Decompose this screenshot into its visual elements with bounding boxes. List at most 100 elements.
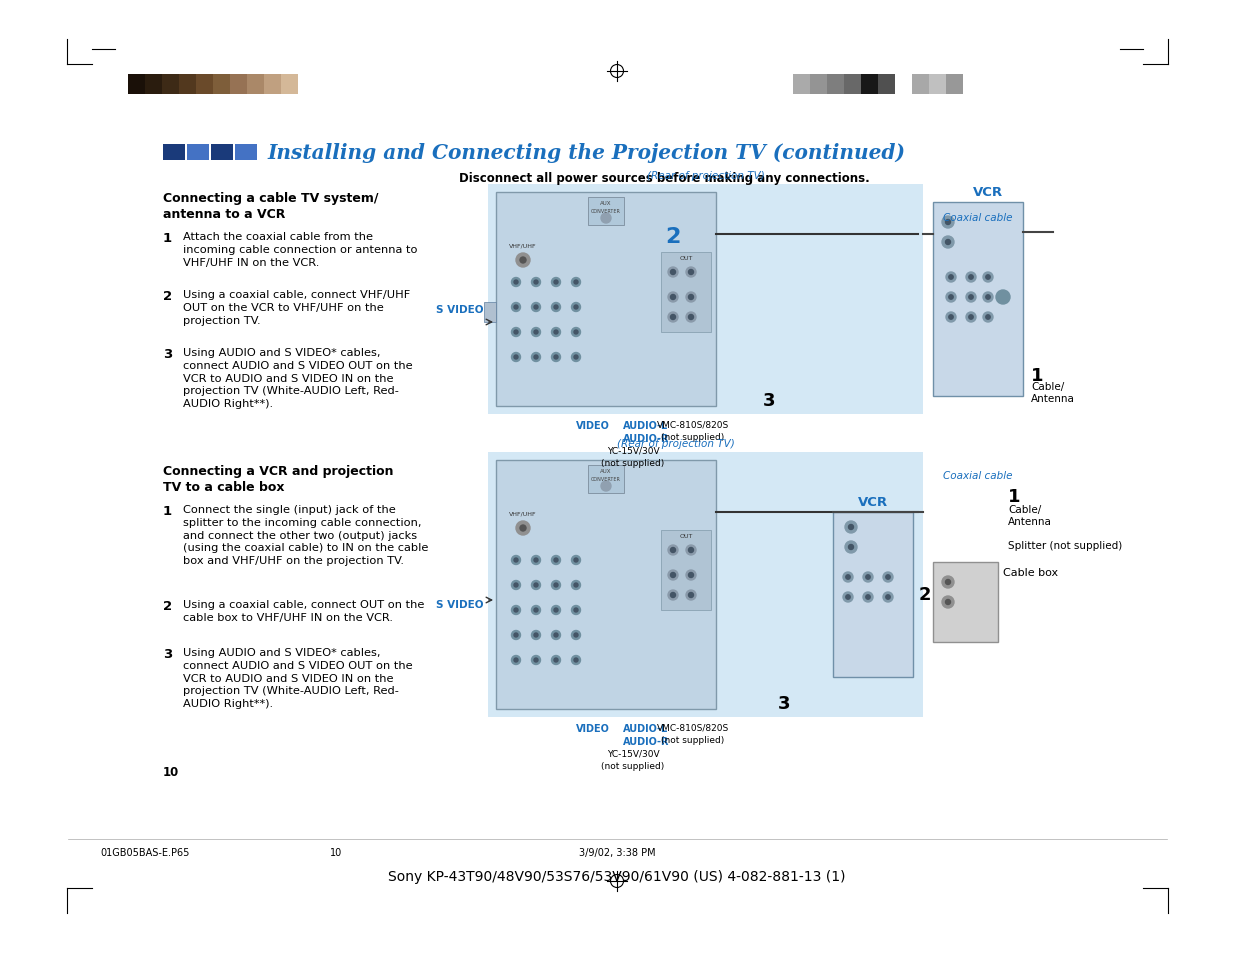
Bar xyxy=(144,75,162,95)
Circle shape xyxy=(534,306,538,310)
Text: VHF/UHF: VHF/UHF xyxy=(509,511,537,516)
Text: (not supplied): (not supplied) xyxy=(662,735,725,744)
Circle shape xyxy=(552,631,561,639)
Circle shape xyxy=(671,573,676,578)
Text: Splitter (not supplied): Splitter (not supplied) xyxy=(1008,540,1123,551)
Bar xyxy=(832,513,913,678)
Circle shape xyxy=(511,581,520,590)
Text: 3: 3 xyxy=(778,695,790,712)
Circle shape xyxy=(844,593,853,602)
Text: Connect the single (input) jack of the
splitter to the incoming cable connection: Connect the single (input) jack of the s… xyxy=(183,504,429,566)
Circle shape xyxy=(555,634,558,638)
Text: AUDIO-L: AUDIO-L xyxy=(622,723,668,733)
Circle shape xyxy=(514,608,517,613)
Circle shape xyxy=(572,606,580,615)
Circle shape xyxy=(942,236,953,249)
Circle shape xyxy=(688,315,694,320)
Bar xyxy=(247,75,264,95)
Bar xyxy=(932,203,1023,396)
Circle shape xyxy=(845,541,857,554)
Circle shape xyxy=(552,556,561,565)
Circle shape xyxy=(685,293,697,303)
Circle shape xyxy=(531,303,541,313)
Circle shape xyxy=(946,273,956,283)
Circle shape xyxy=(534,659,538,662)
Circle shape xyxy=(671,271,676,275)
Circle shape xyxy=(668,545,678,556)
Circle shape xyxy=(514,634,517,638)
Text: 2: 2 xyxy=(666,227,680,247)
Text: (not supplied): (not supplied) xyxy=(601,761,664,770)
Circle shape xyxy=(986,315,990,320)
Text: Attach the coaxial cable from the
incoming cable connection or antenna to
VHF/UH: Attach the coaxial cable from the incomi… xyxy=(183,232,417,268)
Circle shape xyxy=(983,293,993,303)
Text: S VIDEO: S VIDEO xyxy=(436,599,483,610)
Bar xyxy=(179,75,196,95)
Bar xyxy=(844,75,861,95)
Bar xyxy=(212,75,230,95)
Bar xyxy=(810,75,827,95)
Text: Sony KP-43T90/48V90/53S76/53V90/61V90 (US) 4-082-881-13 (1): Sony KP-43T90/48V90/53S76/53V90/61V90 (U… xyxy=(388,869,846,883)
Text: 3: 3 xyxy=(763,392,776,410)
Text: 3: 3 xyxy=(163,647,172,660)
Circle shape xyxy=(534,608,538,613)
Circle shape xyxy=(942,216,953,229)
Circle shape xyxy=(516,253,530,268)
Circle shape xyxy=(946,220,951,225)
Bar xyxy=(264,75,282,95)
Circle shape xyxy=(555,583,558,587)
Circle shape xyxy=(552,354,561,362)
Bar xyxy=(661,531,711,610)
Text: Using a coaxial cable, connect VHF/UHF
OUT on the VCR to VHF/UHF on the
projecti: Using a coaxial cable, connect VHF/UHF O… xyxy=(183,290,410,325)
Text: 10: 10 xyxy=(330,847,342,857)
Circle shape xyxy=(572,328,580,337)
Circle shape xyxy=(688,573,694,578)
Circle shape xyxy=(514,281,517,285)
Bar xyxy=(588,198,624,226)
Circle shape xyxy=(668,571,678,580)
Text: 2: 2 xyxy=(919,586,931,604)
Circle shape xyxy=(968,295,973,300)
Circle shape xyxy=(534,331,538,335)
Circle shape xyxy=(574,355,578,359)
Text: CONVERTER: CONVERTER xyxy=(592,209,621,213)
Bar xyxy=(186,145,209,161)
Circle shape xyxy=(942,597,953,608)
Circle shape xyxy=(511,606,520,615)
Circle shape xyxy=(848,525,853,530)
Circle shape xyxy=(534,583,538,587)
Circle shape xyxy=(534,634,538,638)
Circle shape xyxy=(511,354,520,362)
Circle shape xyxy=(514,659,517,662)
Text: Coaxial cable: Coaxial cable xyxy=(944,471,1013,480)
Circle shape xyxy=(555,331,558,335)
Text: Disconnect all power sources before making any connections.: Disconnect all power sources before maki… xyxy=(459,172,869,185)
Circle shape xyxy=(885,576,890,579)
Circle shape xyxy=(520,257,526,264)
Text: VMC-810S/820S: VMC-810S/820S xyxy=(657,723,729,732)
Circle shape xyxy=(574,558,578,562)
Circle shape xyxy=(601,213,611,224)
Circle shape xyxy=(574,281,578,285)
Circle shape xyxy=(995,291,1010,305)
Circle shape xyxy=(688,271,694,275)
Circle shape xyxy=(555,608,558,613)
Circle shape xyxy=(685,313,697,323)
Circle shape xyxy=(885,596,890,599)
Circle shape xyxy=(946,293,956,303)
Circle shape xyxy=(942,577,953,588)
Text: (not supplied): (not supplied) xyxy=(662,433,725,441)
Circle shape xyxy=(574,659,578,662)
Text: S VIDEO: S VIDEO xyxy=(436,305,483,314)
Circle shape xyxy=(983,273,993,283)
Circle shape xyxy=(534,558,538,562)
Text: 1: 1 xyxy=(163,232,172,245)
Text: VMC-810S/820S: VMC-810S/820S xyxy=(657,420,729,430)
Text: VHF/UHF: VHF/UHF xyxy=(509,243,537,248)
Bar xyxy=(946,75,963,95)
Circle shape xyxy=(671,593,676,598)
Text: CONVERTER: CONVERTER xyxy=(592,476,621,481)
Circle shape xyxy=(846,596,850,599)
Text: (not supplied): (not supplied) xyxy=(601,458,664,468)
Text: Connecting a VCR and projection
TV to a cable box: Connecting a VCR and projection TV to a … xyxy=(163,464,394,494)
